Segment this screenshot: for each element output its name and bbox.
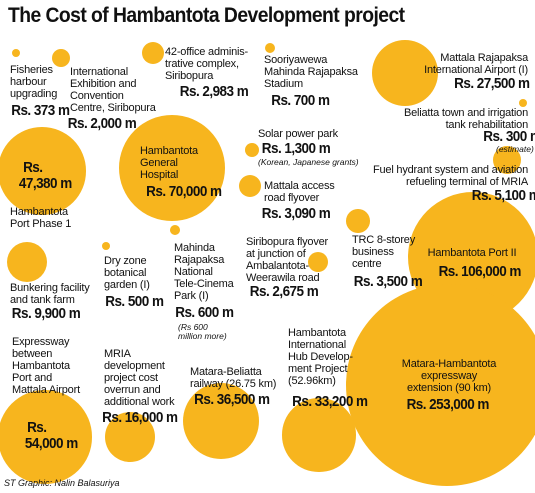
amount-port-phase1-b: 47,380 m xyxy=(18,175,72,192)
label-fuel-hydrant: Fuel hydrant system and aviation refueli… xyxy=(372,164,528,188)
amount-expressway-mattala-b: 54,000 m xyxy=(24,435,78,452)
label-hub: Hambantota International Hub Develop- me… xyxy=(288,327,353,387)
amount-botanical: Rs. 500 m xyxy=(105,293,164,310)
bubble-hospital xyxy=(118,114,226,222)
label-port2: Hambantota Port II xyxy=(427,247,517,259)
amount-railway: Rs. 36,500 m xyxy=(194,391,270,408)
bubble-beliatta xyxy=(519,99,527,107)
label-beliatta: Beliatta town and irrigation tank rehabi… xyxy=(403,107,528,131)
chart-title: The Cost of Hambantota Development proje… xyxy=(8,4,405,27)
bubble-telecinema xyxy=(170,225,180,235)
bubble-overrun xyxy=(104,411,156,463)
label-botanical: Dry zone botanical garden (I) xyxy=(104,255,150,291)
label-admin-complex: 42-office adminis- trative complex, Siri… xyxy=(165,46,249,82)
label-trc: TRC 8-storey business centre xyxy=(352,234,415,270)
note-telecinema: (Rs 600 million more) xyxy=(178,322,227,341)
bubble-siribopura-flyover xyxy=(307,251,329,273)
label-hospital: Hambantota General Hospital xyxy=(140,145,198,181)
amount-fuel-hydrant: Rs. 5,100 m xyxy=(471,187,535,204)
graphic-credit: ST Graphic: Nalin Balasuriya xyxy=(4,478,120,488)
amount-airport: Rs. 27,500 m xyxy=(454,75,530,92)
label-overrun: MRIA development project cost overrun an… xyxy=(104,348,175,408)
bubble-admin-complex xyxy=(142,42,164,64)
amount-exhibition: Rs. 2,000 m xyxy=(67,115,137,132)
bubble-expressway-mattala xyxy=(0,390,92,484)
amount-stadium: Rs. 700 m xyxy=(271,92,330,109)
bubble-solar xyxy=(244,142,260,158)
amount-solar: Rs. 1,300 m xyxy=(261,140,331,157)
bubble-fuel-hydrant xyxy=(492,145,522,175)
amount-port2: Rs. 106,000 m xyxy=(438,263,522,280)
label-solar: Solar power park xyxy=(258,128,338,140)
amount-admin-complex: Rs. 2,983 m xyxy=(179,83,249,100)
bubble-bunkering xyxy=(7,242,47,282)
amount-expressway-mattala-a: Rs. xyxy=(27,419,47,436)
bubble-railway xyxy=(182,382,260,460)
amount-expressway-ext: Rs. 253,000 m xyxy=(406,396,490,413)
bubble-botanical xyxy=(101,241,111,251)
label-port-phase1: Hambantota Port Phase 1 xyxy=(10,206,72,230)
bubble-stadium xyxy=(264,42,276,54)
amount-fisheries: Rs. 373 m xyxy=(11,102,70,119)
amount-siribopura-flyover: Rs. 2,675 m xyxy=(249,283,319,300)
note-solar: (Korean, Japanese grants) xyxy=(258,157,359,167)
label-telecinema: Mahinda Rajapaksa National Tele-Cinema P… xyxy=(174,242,234,302)
amount-hub: Rs. 33,200 m xyxy=(292,393,368,410)
bubble-exhibition xyxy=(52,49,70,67)
amount-access-flyover: Rs. 3,090 m xyxy=(261,205,331,222)
bubble-fisheries xyxy=(12,49,20,57)
label-airport: Mattala Rajapaksa International Airport … xyxy=(424,52,528,76)
label-expressway-mattala: Expressway between Hambantota Port and M… xyxy=(12,336,80,396)
bubble-airport xyxy=(371,39,439,107)
amount-port-phase1-a: Rs. xyxy=(23,159,43,176)
amount-bunkering: Rs. 9,900 m xyxy=(11,305,81,322)
bubble-access-flyover xyxy=(238,174,262,198)
label-exhibition: International Exhibition and Convention … xyxy=(70,66,156,114)
bubble-expressway-ext xyxy=(346,284,535,486)
label-railway: Matara-Beliatta railway (26.75 km) xyxy=(190,366,277,390)
label-stadium: Sooriyawewa Mahinda Rajapaksa Stadium xyxy=(264,54,358,90)
note-beliatta: (estimate) xyxy=(496,144,534,154)
label-expressway-ext: Matara-Hambantota expressway extension (… xyxy=(401,358,497,394)
label-fisheries: Fisheries harbour upgrading xyxy=(10,64,58,100)
label-access-flyover: Mattala access road flyover xyxy=(264,180,335,204)
bubble-port-phase1 xyxy=(0,127,86,215)
bubble-hub xyxy=(282,398,356,472)
amount-overrun: Rs. 16,000 m xyxy=(102,409,178,426)
amount-telecinema: Rs. 600 m xyxy=(175,304,234,321)
amount-trc: Rs. 3,500 m xyxy=(353,273,423,290)
amount-beliatta: Rs. 300 m xyxy=(483,128,535,145)
label-bunkering: Bunkering facility and tank farm xyxy=(10,282,90,306)
label-siribopura-flyover: Siribopura flyover at junction of Ambala… xyxy=(246,236,328,284)
bubble-trc xyxy=(346,209,370,233)
amount-hospital: Rs. 70,000 m xyxy=(146,183,222,200)
